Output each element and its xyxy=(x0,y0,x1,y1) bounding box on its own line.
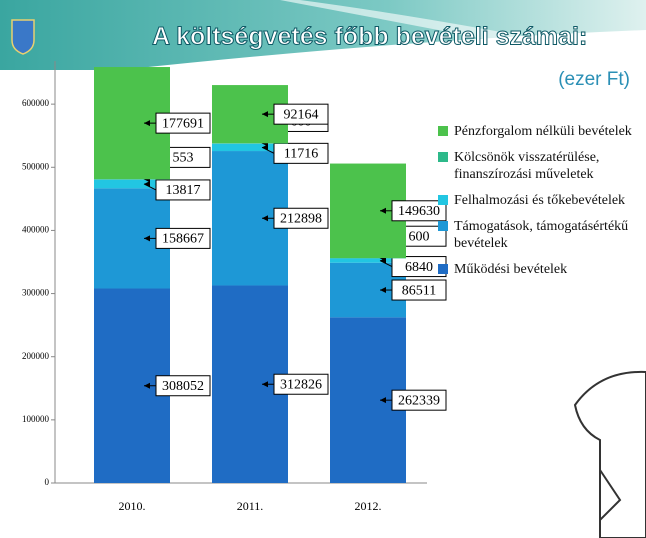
x-tick-label: 2012. xyxy=(355,499,382,513)
legend-label: Pénzforgalom nélküli bevételek xyxy=(454,124,632,139)
y-tick-label: 100000 xyxy=(22,414,50,424)
data-label: 92164 xyxy=(284,107,319,122)
data-label: 158667 xyxy=(162,232,204,247)
legend-swatch xyxy=(438,195,448,205)
data-label: 177691 xyxy=(162,116,204,131)
y-tick-label: 0 xyxy=(45,477,50,487)
data-label: 149630 xyxy=(398,204,440,219)
data-label: 13817 xyxy=(166,183,201,198)
chart-subtitle: (ezer Ft) xyxy=(558,69,630,90)
legend-swatch xyxy=(438,152,448,162)
legend-label: Támogatások, támogatásértékű bevételek xyxy=(454,219,628,251)
data-label: 6840 xyxy=(405,260,433,275)
legend-item: Felhalmozási és tőkebevételek xyxy=(438,192,643,209)
logo xyxy=(12,20,34,54)
legend-swatch xyxy=(438,126,448,136)
data-label: 308052 xyxy=(162,379,204,394)
legend-swatch xyxy=(438,221,448,231)
data-label: 553 xyxy=(173,151,194,166)
data-label: 11716 xyxy=(284,147,318,162)
x-tick-label: 2010. xyxy=(119,499,146,513)
y-tick-label: 400000 xyxy=(22,224,50,234)
x-tick-label: 2011. xyxy=(237,499,264,513)
y-tick-label: 500000 xyxy=(22,161,50,171)
chart-title: A költségvetés főbb bevételi számai: xyxy=(152,23,587,51)
legend-item: Működési bevételek xyxy=(438,261,643,278)
legend-label: Kölcsönök visszatérülése, finanszírozási… xyxy=(454,150,599,182)
legend: Pénzforgalom nélküli bevételek Kölcsönök … xyxy=(438,123,643,287)
y-tick-label: 300000 xyxy=(22,288,50,298)
tower-drawing xyxy=(575,372,646,538)
legend-item: Kölcsönök visszatérülése, finanszírozási… xyxy=(438,149,643,183)
y-tick-label: 200000 xyxy=(22,351,50,361)
data-label: 212898 xyxy=(280,211,322,226)
slide: A költségvetés főbb bevételi számai: (ez… xyxy=(0,0,646,538)
legend-swatch xyxy=(438,264,448,274)
data-label: 312826 xyxy=(280,377,322,392)
data-label: 86511 xyxy=(402,283,436,298)
legend-item: Támogatások, támogatásértékű bevételek xyxy=(438,218,643,252)
data-label: 262339 xyxy=(398,393,440,408)
legend-label: Működési bevételek xyxy=(454,262,567,277)
y-tick-label: 600000 xyxy=(22,98,50,108)
legend-label: Felhalmozási és tőkebevételek xyxy=(454,193,625,208)
data-label: 600 xyxy=(409,229,430,244)
legend-item: Pénzforgalom nélküli bevételek xyxy=(438,123,643,140)
